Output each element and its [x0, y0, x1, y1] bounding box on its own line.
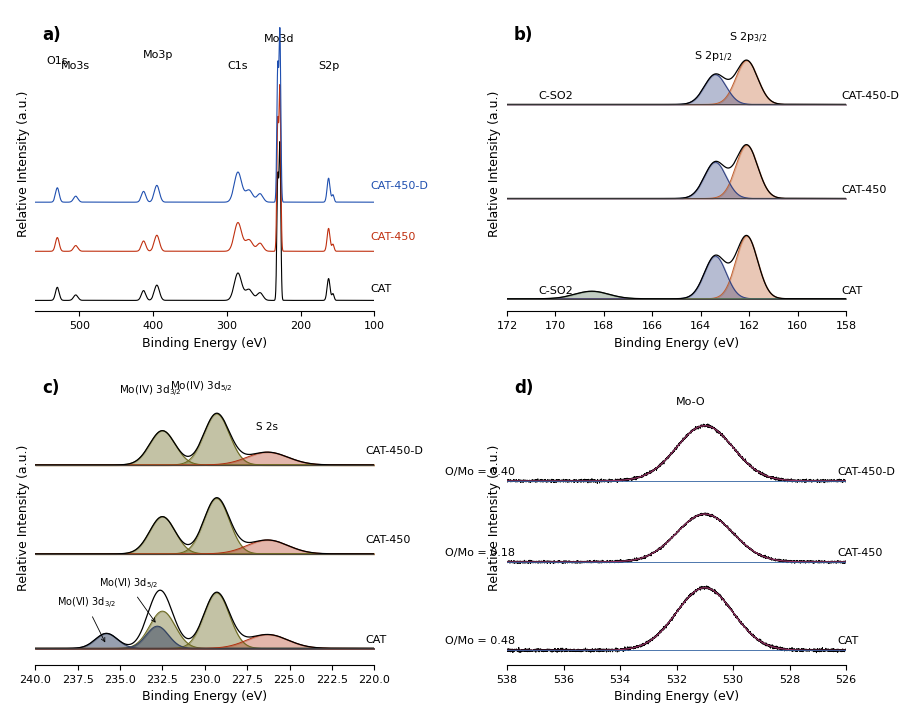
Text: CAT-450: CAT-450: [837, 548, 883, 558]
Text: Mo(VI) 3d$_{5/2}$: Mo(VI) 3d$_{5/2}$: [99, 577, 158, 622]
X-axis label: Binding Energy (eV): Binding Energy (eV): [142, 336, 267, 350]
Text: CAT-450-D: CAT-450-D: [365, 446, 424, 456]
Text: CAT-450: CAT-450: [841, 186, 887, 195]
Text: O/Mo = 0.18: O/Mo = 0.18: [445, 548, 516, 558]
Y-axis label: Relative Intensity (a.u.): Relative Intensity (a.u.): [488, 91, 501, 237]
Text: CAT-450-D: CAT-450-D: [371, 181, 429, 191]
X-axis label: Binding Energy (eV): Binding Energy (eV): [614, 336, 739, 350]
Text: S 2p$_{1/2}$: S 2p$_{1/2}$: [693, 50, 732, 63]
Text: C-SO2: C-SO2: [538, 286, 572, 296]
Text: CAT: CAT: [841, 286, 863, 296]
Text: CAT: CAT: [837, 636, 859, 647]
Text: C-SO2: C-SO2: [538, 91, 572, 102]
Text: S 2s: S 2s: [256, 422, 278, 431]
Text: Mo(IV) 3d$_{3/2}$: Mo(IV) 3d$_{3/2}$: [119, 384, 182, 400]
Text: Mo3d: Mo3d: [264, 34, 294, 44]
Text: C1s: C1s: [228, 61, 248, 71]
Text: O/Mo = 0.48: O/Mo = 0.48: [445, 636, 516, 647]
Text: Mo(VI) 3d$_{3/2}$: Mo(VI) 3d$_{3/2}$: [57, 596, 115, 642]
Text: Mo(IV) 3d$_{5/2}$: Mo(IV) 3d$_{5/2}$: [170, 380, 233, 395]
Text: d): d): [514, 379, 533, 397]
Y-axis label: Relative Intensity (a.u.): Relative Intensity (a.u.): [16, 444, 29, 591]
X-axis label: Binding Energy (eV): Binding Energy (eV): [614, 690, 739, 703]
Text: CAT: CAT: [371, 284, 392, 294]
Y-axis label: Relative Intensity (a.u.): Relative Intensity (a.u.): [16, 91, 29, 237]
Text: O/Mo = 0.40: O/Mo = 0.40: [445, 467, 516, 477]
Text: a): a): [42, 25, 60, 43]
Text: CAT-450: CAT-450: [365, 535, 411, 545]
Text: O1s: O1s: [47, 55, 68, 66]
Text: Mo3s: Mo3s: [61, 61, 91, 71]
Text: CAT-450-D: CAT-450-D: [837, 467, 896, 477]
Text: Mo-O: Mo-O: [676, 397, 705, 408]
Text: S 2p$_{3/2}$: S 2p$_{3/2}$: [729, 31, 767, 45]
Text: CAT-450-D: CAT-450-D: [841, 91, 900, 102]
Text: Mo3p: Mo3p: [143, 50, 173, 60]
Text: c): c): [42, 379, 60, 397]
Text: CAT-450: CAT-450: [371, 233, 416, 243]
X-axis label: Binding Energy (eV): Binding Energy (eV): [142, 690, 267, 703]
Y-axis label: Relative Intensity (a.u.): Relative Intensity (a.u.): [488, 444, 501, 591]
Text: S2p: S2p: [318, 61, 339, 71]
Text: b): b): [514, 25, 533, 43]
Text: CAT: CAT: [365, 635, 387, 645]
